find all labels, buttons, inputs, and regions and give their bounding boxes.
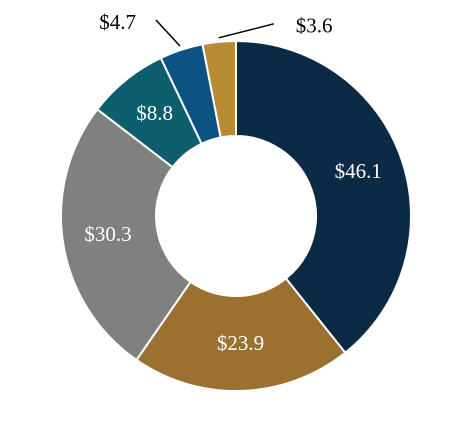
donut-slice xyxy=(201,39,237,139)
slice-label: $8.8 xyxy=(136,101,173,125)
slice-label: $4.7 xyxy=(99,10,136,34)
donut-slice xyxy=(60,107,192,362)
slice-label: $30.3 xyxy=(84,222,131,246)
leader-line xyxy=(218,23,274,39)
donut-slice xyxy=(235,39,412,355)
donut-slice xyxy=(135,277,347,392)
slice-label: $23.9 xyxy=(217,331,264,355)
leader-line xyxy=(155,19,181,47)
slice-label: $3.6 xyxy=(296,14,333,38)
slice-label: $46.1 xyxy=(335,159,382,183)
